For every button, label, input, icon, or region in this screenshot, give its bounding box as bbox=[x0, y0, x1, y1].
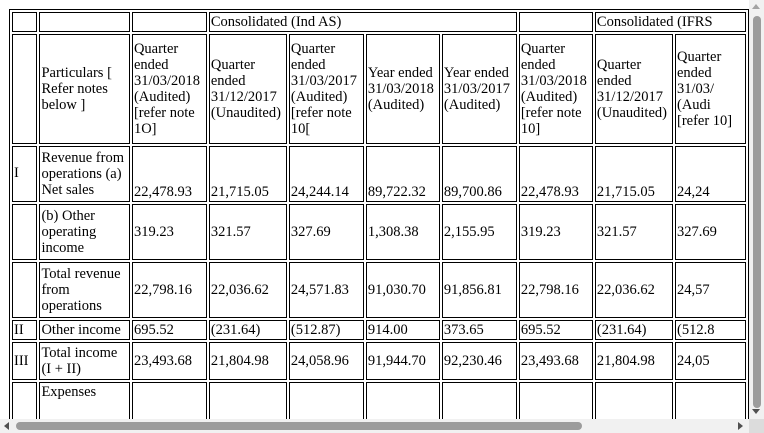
header-particulars: Particulars [ Refer notes below ] bbox=[39, 34, 130, 144]
row-index: III bbox=[12, 342, 38, 380]
row-value: 24,571.83 bbox=[288, 262, 364, 318]
row-value: 1,308.38 bbox=[365, 204, 440, 260]
row-value: 2,155.95 bbox=[441, 204, 517, 260]
document-viewport: Consolidated (Ind AS) Consolidated (IFRS… bbox=[9, 9, 749, 419]
row-value: 21,804.98 bbox=[208, 342, 287, 380]
header-empty-cell bbox=[12, 12, 38, 32]
row-value: 24,24 bbox=[675, 146, 746, 202]
row-value: 914.00 bbox=[365, 320, 440, 340]
scroll-down-arrow-icon[interactable] bbox=[752, 409, 760, 414]
row-index bbox=[12, 204, 38, 260]
row-value: 21,715.05 bbox=[594, 146, 673, 202]
scroll-up-arrow-icon[interactable] bbox=[752, 4, 760, 9]
row-value: 21,715.05 bbox=[208, 146, 287, 202]
row-value: 22,036.62 bbox=[208, 262, 287, 318]
header-empty-cell bbox=[131, 12, 207, 32]
row-value: 89,722.32 bbox=[365, 146, 440, 202]
row-particular: Other income bbox=[39, 320, 130, 340]
row-value: 89,700.86 bbox=[441, 146, 517, 202]
row-value: 695.52 bbox=[518, 320, 593, 340]
scrollbar-corner bbox=[749, 419, 764, 433]
row-particular: Total income (I + II) bbox=[39, 342, 130, 380]
row-value bbox=[675, 382, 746, 419]
row-value bbox=[594, 382, 673, 419]
row-index bbox=[12, 262, 38, 318]
row-value: 22,478.93 bbox=[131, 146, 207, 202]
row-value: 91,944.70 bbox=[365, 342, 440, 380]
row-value: 22,798.16 bbox=[131, 262, 207, 318]
table-row: II Other income 695.52 (231.64) (512.87)… bbox=[12, 320, 746, 340]
row-value: 91,856.81 bbox=[441, 262, 517, 318]
row-value: 319.23 bbox=[131, 204, 207, 260]
row-particular: (b) Other operating income bbox=[39, 204, 130, 260]
horizontal-scrollbar[interactable] bbox=[0, 419, 749, 433]
table-row: Expenses bbox=[12, 382, 746, 419]
header-empty-cell bbox=[39, 12, 130, 32]
row-value: 24,058.96 bbox=[288, 342, 364, 380]
row-value: 22,478.93 bbox=[518, 146, 593, 202]
financial-results-table: Consolidated (Ind AS) Consolidated (IFRS… bbox=[9, 9, 749, 419]
row-value: (512.8 bbox=[675, 320, 746, 340]
row-value: 22,036.62 bbox=[594, 262, 673, 318]
header-col-quarter-31-03-2018: Quarter ended 31/03/2018 (Audited) [refe… bbox=[131, 34, 207, 144]
header-col-year-31-03-2018: Year ended 31/03/2018 (Audited) bbox=[365, 34, 440, 144]
row-value: 23,493.68 bbox=[131, 342, 207, 380]
table-row: I Revenue from operations (a) Net sales … bbox=[12, 146, 746, 202]
row-value: 321.57 bbox=[208, 204, 287, 260]
row-value: 373.65 bbox=[441, 320, 517, 340]
header-col-quarter-31-03-2017: Quarter ended 31/03/2017 (Audited) [refe… bbox=[288, 34, 364, 144]
row-value: 23,493.68 bbox=[518, 342, 593, 380]
row-value: 21,804.98 bbox=[594, 342, 673, 380]
row-value: 327.69 bbox=[288, 204, 364, 260]
header-col-ifrs-quarter-31-03-2017: Quarter ended 31/03/ (Audi [refer 10] bbox=[675, 34, 746, 144]
row-value bbox=[441, 382, 517, 419]
header-group-consolidated-ind-as: Consolidated (Ind AS) bbox=[208, 12, 517, 32]
row-value bbox=[518, 382, 593, 419]
header-empty-cell bbox=[518, 12, 593, 32]
row-value: 695.52 bbox=[131, 320, 207, 340]
row-index: I bbox=[12, 146, 38, 202]
row-value: 327.69 bbox=[675, 204, 746, 260]
row-value: 24,05 bbox=[675, 342, 746, 380]
row-value: 91,030.70 bbox=[365, 262, 440, 318]
table-header-row-columns: Particulars [ Refer notes below ] Quarte… bbox=[12, 34, 746, 144]
row-index bbox=[12, 382, 38, 419]
row-index: II bbox=[12, 320, 38, 340]
header-col-quarter-31-12-2017: Quarter ended 31/12/2017 (Unaudited) bbox=[208, 34, 287, 144]
row-value: 321.57 bbox=[594, 204, 673, 260]
row-value: 22,798.16 bbox=[518, 262, 593, 318]
row-value bbox=[365, 382, 440, 419]
row-value: (512.87) bbox=[288, 320, 364, 340]
table-header-row-groups: Consolidated (Ind AS) Consolidated (IFRS bbox=[12, 12, 746, 32]
header-col-ifrs-quarter-31-03-2018: Quarter ended 31/03/2018 (Audited) [refe… bbox=[518, 34, 593, 144]
vertical-scrollbar[interactable] bbox=[749, 0, 764, 419]
header-empty-cell bbox=[12, 34, 38, 144]
row-value bbox=[288, 382, 364, 419]
scroll-right-arrow-icon[interactable] bbox=[738, 422, 743, 430]
row-value: 92,230.46 bbox=[441, 342, 517, 380]
row-particular: Expenses bbox=[39, 382, 130, 419]
row-value: (231.64) bbox=[594, 320, 673, 340]
scroll-left-arrow-icon[interactable] bbox=[4, 422, 9, 430]
vertical-scrollbar-thumb[interactable] bbox=[753, 16, 761, 408]
row-particular: Revenue from operations (a) Net sales bbox=[39, 146, 130, 202]
row-value: 319.23 bbox=[518, 204, 593, 260]
row-value bbox=[131, 382, 207, 419]
row-value: 24,244.14 bbox=[288, 146, 364, 202]
horizontal-scrollbar-thumb[interactable] bbox=[16, 422, 582, 430]
table-row: Total revenue from operations 22,798.16 … bbox=[12, 262, 746, 318]
row-value: 24,57 bbox=[675, 262, 746, 318]
header-group-consolidated-ifrs: Consolidated (IFRS bbox=[594, 12, 746, 32]
row-value bbox=[208, 382, 287, 419]
row-value: (231.64) bbox=[208, 320, 287, 340]
header-col-year-31-03-2017: Year ended 31/03/2017 (Audited) bbox=[441, 34, 517, 144]
table-row: III Total income (I + II) 23,493.68 21,8… bbox=[12, 342, 746, 380]
row-particular: Total revenue from operations bbox=[39, 262, 130, 318]
table-row: (b) Other operating income 319.23 321.57… bbox=[12, 204, 746, 260]
header-col-ifrs-quarter-31-12-2017: Quarter ended 31/12/2017 (Unaudited) bbox=[594, 34, 673, 144]
